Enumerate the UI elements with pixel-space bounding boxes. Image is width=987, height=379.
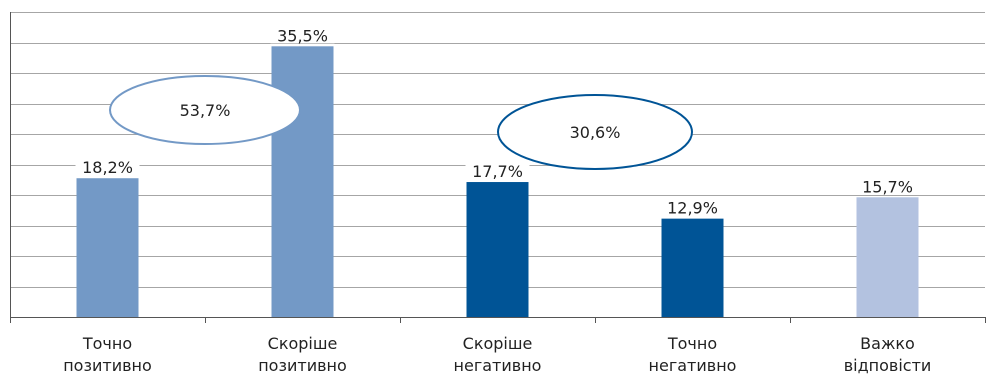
data-label-background [465, 161, 530, 180]
annotation-ellipse [497, 94, 693, 170]
data-label-background [75, 157, 140, 176]
data-label: 12,9% [667, 199, 718, 218]
x-tick-label: Точно [82, 334, 132, 353]
x-tick-label: Скоріше [268, 334, 338, 353]
x-tick-label: Скоріше [463, 334, 533, 353]
data-label-background [855, 176, 920, 195]
bar [466, 182, 529, 317]
bar [856, 197, 919, 317]
data-label: 17,7% [472, 162, 523, 181]
bars [76, 46, 919, 317]
data-label: 15,7% [862, 177, 913, 196]
x-tick-label: негативно [454, 356, 542, 375]
annotation-label: 53,7% [180, 101, 231, 120]
data-label-background [270, 25, 335, 44]
data-label: 18,2% [82, 158, 133, 177]
x-tick-label: відповісти [844, 356, 932, 375]
data-label-background [660, 197, 725, 216]
x-tick-label: позитивно [258, 356, 347, 375]
annotations: 53,7% 30,6% [109, 75, 693, 170]
bar [271, 46, 334, 317]
annotation-ellipse [109, 75, 301, 145]
annotation-label: 30,6% [570, 123, 621, 142]
x-tick-label: позитивно [63, 356, 152, 375]
data-label: 35,5% [277, 26, 328, 45]
x-tick-label: Точно [667, 334, 717, 353]
data-labels: 18,2% 35,5% 17,7% 12,9% 15,7% [75, 25, 920, 218]
x-tick-label: Важко [860, 334, 915, 353]
bar [76, 178, 139, 317]
x-tick-label: негативно [649, 356, 737, 375]
x-tick-labels: Точно позитивно Скоріше позитивно Скоріше нег… [63, 334, 931, 375]
axes [10, 12, 986, 323]
bar [661, 218, 724, 317]
